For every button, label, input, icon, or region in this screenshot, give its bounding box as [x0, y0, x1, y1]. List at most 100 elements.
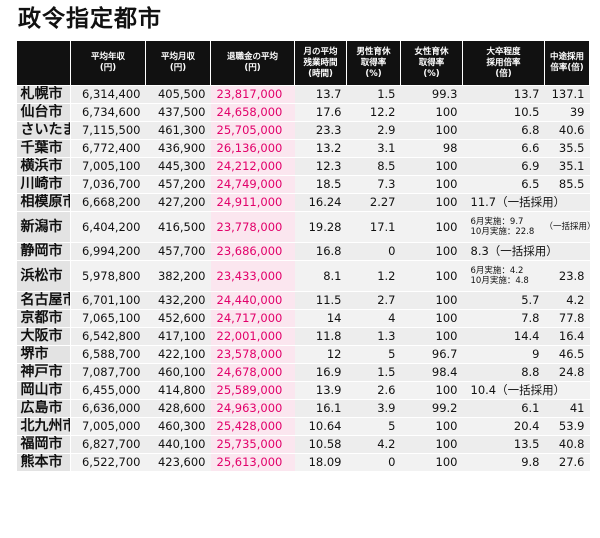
- salary-cell: 7,065,100: [70, 309, 146, 328]
- male-leave-cell: 1.3: [346, 327, 401, 346]
- male-leave-cell: 1.5: [346, 363, 401, 382]
- table-row: 名古屋市6,701,100432,20024,440,00011.52.7100…: [16, 291, 590, 310]
- male-leave-cell: 4: [346, 309, 401, 328]
- female-leave-cell: 100: [400, 453, 463, 472]
- table-row: 福岡市 6,827,700 440,100 25,735,000 10.58 4.2 100…: [16, 435, 590, 454]
- city-name: さいたま市: [16, 121, 71, 140]
- monthly-cell: 460,100: [145, 363, 211, 382]
- header-retirement: 退職金の平均 (円): [210, 40, 295, 86]
- overtime-cell: 12: [294, 345, 347, 364]
- salary-cell: 6,734,600: [70, 103, 146, 122]
- male-leave-cell: 17.1: [346, 211, 401, 243]
- city-name: 神戸市: [16, 363, 71, 382]
- retirement-cell: 23,686,000: [210, 242, 295, 261]
- mid-rate-cell: 39: [544, 103, 590, 122]
- city-name: 静岡市: [16, 242, 71, 261]
- female-leave-cell: 96.7: [400, 345, 463, 364]
- monthly-cell: 428,600: [145, 399, 211, 418]
- monthly-cell: 460,300: [145, 417, 211, 436]
- salary-cell: 6,404,200: [70, 211, 146, 243]
- page-title: 政令指定都市: [18, 6, 162, 32]
- grad-rate-cell: 5.7: [462, 291, 545, 310]
- male-leave-cell: 2.27: [346, 193, 401, 212]
- monthly-cell: 427,200: [145, 193, 211, 212]
- retirement-cell: 23,817,000: [210, 85, 295, 104]
- overtime-cell: 12.3: [294, 157, 347, 176]
- female-leave-cell: 100: [400, 309, 463, 328]
- retirement-cell: 24,658,000: [210, 103, 295, 122]
- female-leave-cell: 98: [400, 139, 463, 158]
- table-row: 岡山市 6,455,000 414,800 25,589,000 13.9 2.6 100 1…: [16, 381, 590, 400]
- overtime-cell: 16.1: [294, 399, 347, 418]
- retirement-cell: 24,678,000: [210, 363, 295, 382]
- header-mid-rate: 中途採用 倍率(倍): [544, 40, 590, 86]
- grad-rate-june: 6月実施：4.2: [470, 266, 524, 276]
- female-leave-cell: 100: [400, 242, 463, 261]
- grad-rate-cell: 14.4: [462, 327, 545, 346]
- female-leave-cell: 100: [400, 291, 463, 310]
- table-row: 大阪市 6,542,800 417,100 22,001,000 11.8 1.3 100 1…: [16, 327, 590, 346]
- male-leave-cell: 0: [346, 242, 401, 261]
- mid-rate-cell: 35.1: [544, 157, 590, 176]
- retirement-cell: 25,428,000: [210, 417, 295, 436]
- overtime-cell: 16.24: [294, 193, 347, 212]
- mid-rate-cell: 23.8: [544, 260, 590, 292]
- male-leave-cell: 2.6: [346, 381, 401, 400]
- city-name: 相模原市: [16, 193, 71, 212]
- male-leave-cell: 4.2: [346, 435, 401, 454]
- salary-cell: 6,542,800: [70, 327, 146, 346]
- male-leave-cell: 0: [346, 453, 401, 472]
- retirement-cell: 22,001,000: [210, 327, 295, 346]
- grad-rate-cell: 10.5: [462, 103, 545, 122]
- mid-rate-cell: 46.5: [544, 345, 590, 364]
- table-row: 堺市 6,588,700 422,100 23,578,000 12 5 96.7 9 46.5: [16, 345, 590, 364]
- salary-cell: 6,994,200: [70, 242, 146, 261]
- grad-rate-october: 10月実施：22.8: [470, 227, 535, 237]
- monthly-cell: 416,500: [145, 211, 211, 243]
- male-leave-cell: 1.5: [346, 85, 401, 104]
- mid-rate-cell: 35.5: [544, 139, 590, 158]
- overtime-cell: 13.9: [294, 381, 347, 400]
- city-name: 広島市: [16, 399, 71, 418]
- salary-cell: 7,036,700: [70, 175, 146, 194]
- male-leave-cell: 7.3: [346, 175, 401, 194]
- monthly-cell: 423,600: [145, 453, 211, 472]
- female-leave-cell: 100: [400, 260, 463, 292]
- city-name: 熊本市: [16, 453, 71, 472]
- mid-rate-cell: （一括採用）: [544, 211, 590, 243]
- city-data-table: 平均年収 (円) 平均月収 (円) 退職金の平均 (円) 月の平均 残業時間 (時間) 男…: [16, 40, 590, 472]
- grad-rate-cell: 9.8: [462, 453, 545, 472]
- male-leave-cell: 5: [346, 345, 401, 364]
- monthly-cell: 445,300: [145, 157, 211, 176]
- monthly-cell: 436,900: [145, 139, 211, 158]
- table-row: 川崎市 7,036,700 457,200 24,749,000 18.5 7.3 100 6…: [16, 175, 590, 194]
- monthly-cell: 422,100: [145, 345, 211, 364]
- salary-cell: 7,115,500: [70, 121, 146, 140]
- female-leave-cell: 100: [400, 417, 463, 436]
- combined-rate-cell: 10.4（一括採用）: [462, 381, 590, 400]
- table-row: 札幌市 6,314,400 405,500 23,817,000 13.7 1.5 99.3…: [16, 85, 590, 104]
- retirement-cell: 25,705,000: [210, 121, 295, 140]
- monthly-cell: 405,500: [145, 85, 211, 104]
- mid-rate-cell: 27.6: [544, 453, 590, 472]
- female-leave-cell: 100: [400, 121, 463, 140]
- overtime-cell: 11.8: [294, 327, 347, 346]
- grad-rate-cell: 9: [462, 345, 545, 364]
- mid-rate-cell: 40.6: [544, 121, 590, 140]
- overtime-cell: 18.5: [294, 175, 347, 194]
- mid-rate-cell: 77.8: [544, 309, 590, 328]
- grad-rate-cell: 7.8: [462, 309, 545, 328]
- overtime-cell: 18.09: [294, 453, 347, 472]
- grad-rate-cell: 6月実施：4.2 10月実施：4.8: [462, 260, 545, 292]
- overtime-cell: 8.1: [294, 260, 347, 292]
- header-female-leave: 女性育休 取得率 (%): [400, 40, 463, 86]
- female-leave-cell: 100: [400, 381, 463, 400]
- salary-cell: 6,522,700: [70, 453, 146, 472]
- monthly-cell: 457,200: [145, 175, 211, 194]
- female-leave-cell: 100: [400, 435, 463, 454]
- monthly-cell: 440,100: [145, 435, 211, 454]
- mid-rate-cell: 16.4: [544, 327, 590, 346]
- city-name: 千葉市: [16, 139, 71, 158]
- city-name: 大阪市: [16, 327, 71, 346]
- salary-cell: 6,588,700: [70, 345, 146, 364]
